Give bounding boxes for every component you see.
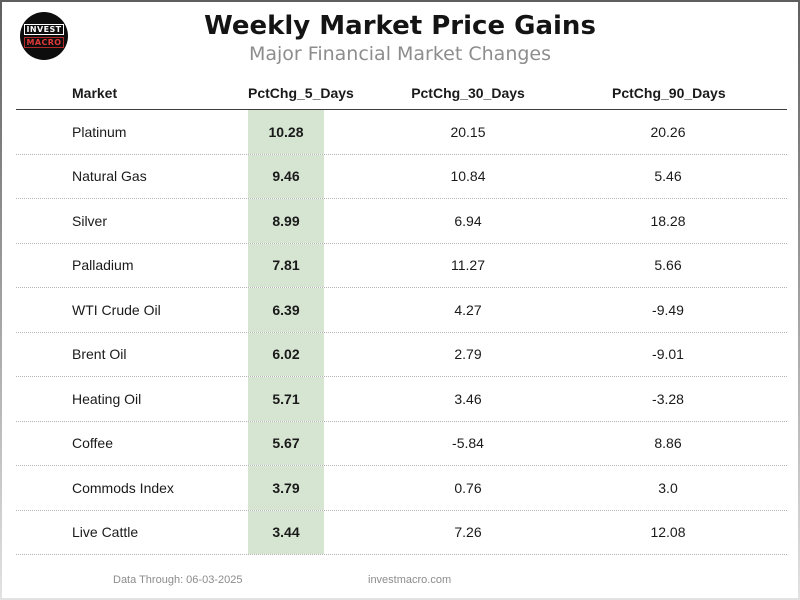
col-header-market: Market bbox=[72, 85, 118, 101]
chg90-cell: -3.28 bbox=[652, 390, 684, 407]
chg5-cell: 5.71 bbox=[248, 377, 324, 421]
table-row: Heating Oil 5.71 3.46 -3.28 bbox=[16, 377, 787, 422]
chg5-cell: 6.39 bbox=[248, 288, 324, 332]
logo-text-invest: INVEST bbox=[23, 24, 65, 35]
table-row: Natural Gas 9.46 10.84 5.46 bbox=[16, 154, 787, 199]
market-gains-table: Market PctChg_5_Days PctChg_30_Days PctC… bbox=[16, 77, 787, 555]
col-header-pctchg-5-days: PctChg_5_Days bbox=[248, 85, 354, 101]
market-cell: Brent Oil bbox=[72, 346, 127, 363]
chg30-cell: 0.76 bbox=[454, 479, 482, 496]
chg30-cell: 3.46 bbox=[454, 390, 482, 407]
chg5-cell: 10.28 bbox=[248, 110, 324, 154]
market-cell: Natural Gas bbox=[72, 168, 147, 185]
logo-text-macro: MACRO bbox=[23, 37, 65, 48]
chg90-cell: 12.08 bbox=[650, 524, 686, 541]
table-header-row: Market PctChg_5_Days PctChg_30_Days PctC… bbox=[16, 77, 787, 110]
investmacro-logo: INVEST MACRO bbox=[20, 12, 68, 60]
chg90-cell: -9.49 bbox=[652, 301, 684, 318]
page-subtitle: Major Financial Market Changes bbox=[248, 43, 552, 65]
table-row: Palladium 7.81 11.27 5.66 bbox=[16, 243, 787, 288]
chg30-cell: -5.84 bbox=[452, 435, 484, 452]
chg90-cell: 3.0 bbox=[658, 479, 678, 496]
chg30-cell: 11.27 bbox=[451, 257, 485, 274]
chg30-cell: 2.79 bbox=[454, 346, 482, 363]
page-title: Weekly Market Price Gains bbox=[204, 11, 596, 41]
website-label: investmacro.com bbox=[368, 574, 452, 586]
market-cell: Silver bbox=[72, 212, 108, 229]
table-row: Coffee 5.67 -5.84 8.86 bbox=[16, 421, 787, 466]
col-header-pctchg-90-days: PctChg_90_Days bbox=[612, 85, 726, 101]
col-header-pctchg-30-days: PctChg_30_Days bbox=[411, 85, 525, 101]
market-cell: Live Cattle bbox=[72, 524, 139, 541]
market-cell: Palladium bbox=[72, 257, 134, 274]
market-cell: Coffee bbox=[72, 435, 113, 452]
chg30-cell: 20.15 bbox=[450, 123, 486, 140]
chg30-cell: 10.84 bbox=[450, 168, 486, 185]
chg90-cell: 18.28 bbox=[650, 212, 686, 229]
chg5-cell: 5.67 bbox=[248, 421, 324, 465]
chg5-cell: 3.79 bbox=[248, 466, 324, 510]
chg30-cell: 6.94 bbox=[454, 212, 482, 229]
chg30-cell: 7.26 bbox=[454, 524, 482, 541]
chg5-cell: 3.44 bbox=[248, 510, 324, 554]
table-row: WTI Crude Oil 6.39 4.27 -9.49 bbox=[16, 288, 787, 333]
chg5-cell: 6.02 bbox=[248, 332, 324, 376]
chg90-cell: 20.26 bbox=[650, 123, 686, 140]
chg90-cell: 8.86 bbox=[654, 435, 682, 452]
chg5-cell: 8.99 bbox=[248, 199, 324, 243]
table-row: Brent Oil 6.02 2.79 -9.01 bbox=[16, 332, 787, 377]
market-cell: Commods Index bbox=[72, 479, 174, 496]
chg5-cell: 7.81 bbox=[248, 243, 324, 287]
chg90-cell: 5.66 bbox=[654, 257, 682, 274]
table-row: Platinum 10.28 20.15 20.26 bbox=[16, 110, 787, 155]
table-row: Live Cattle 3.44 7.26 12.08 bbox=[16, 510, 787, 555]
data-through-label: Data Through: 06-03-2025 bbox=[113, 574, 243, 586]
chg90-cell: -9.01 bbox=[652, 346, 684, 363]
table-row: Commods Index 3.79 0.76 3.0 bbox=[16, 466, 787, 511]
chg5-cell: 9.46 bbox=[248, 154, 324, 198]
market-cell: WTI Crude Oil bbox=[72, 301, 161, 318]
market-cell: Platinum bbox=[72, 123, 127, 140]
market-cell: Heating Oil bbox=[72, 390, 142, 407]
chg30-cell: 4.27 bbox=[454, 301, 482, 318]
table-row: Silver 8.99 6.94 18.28 bbox=[16, 199, 787, 244]
chg90-cell: 5.46 bbox=[654, 168, 682, 185]
